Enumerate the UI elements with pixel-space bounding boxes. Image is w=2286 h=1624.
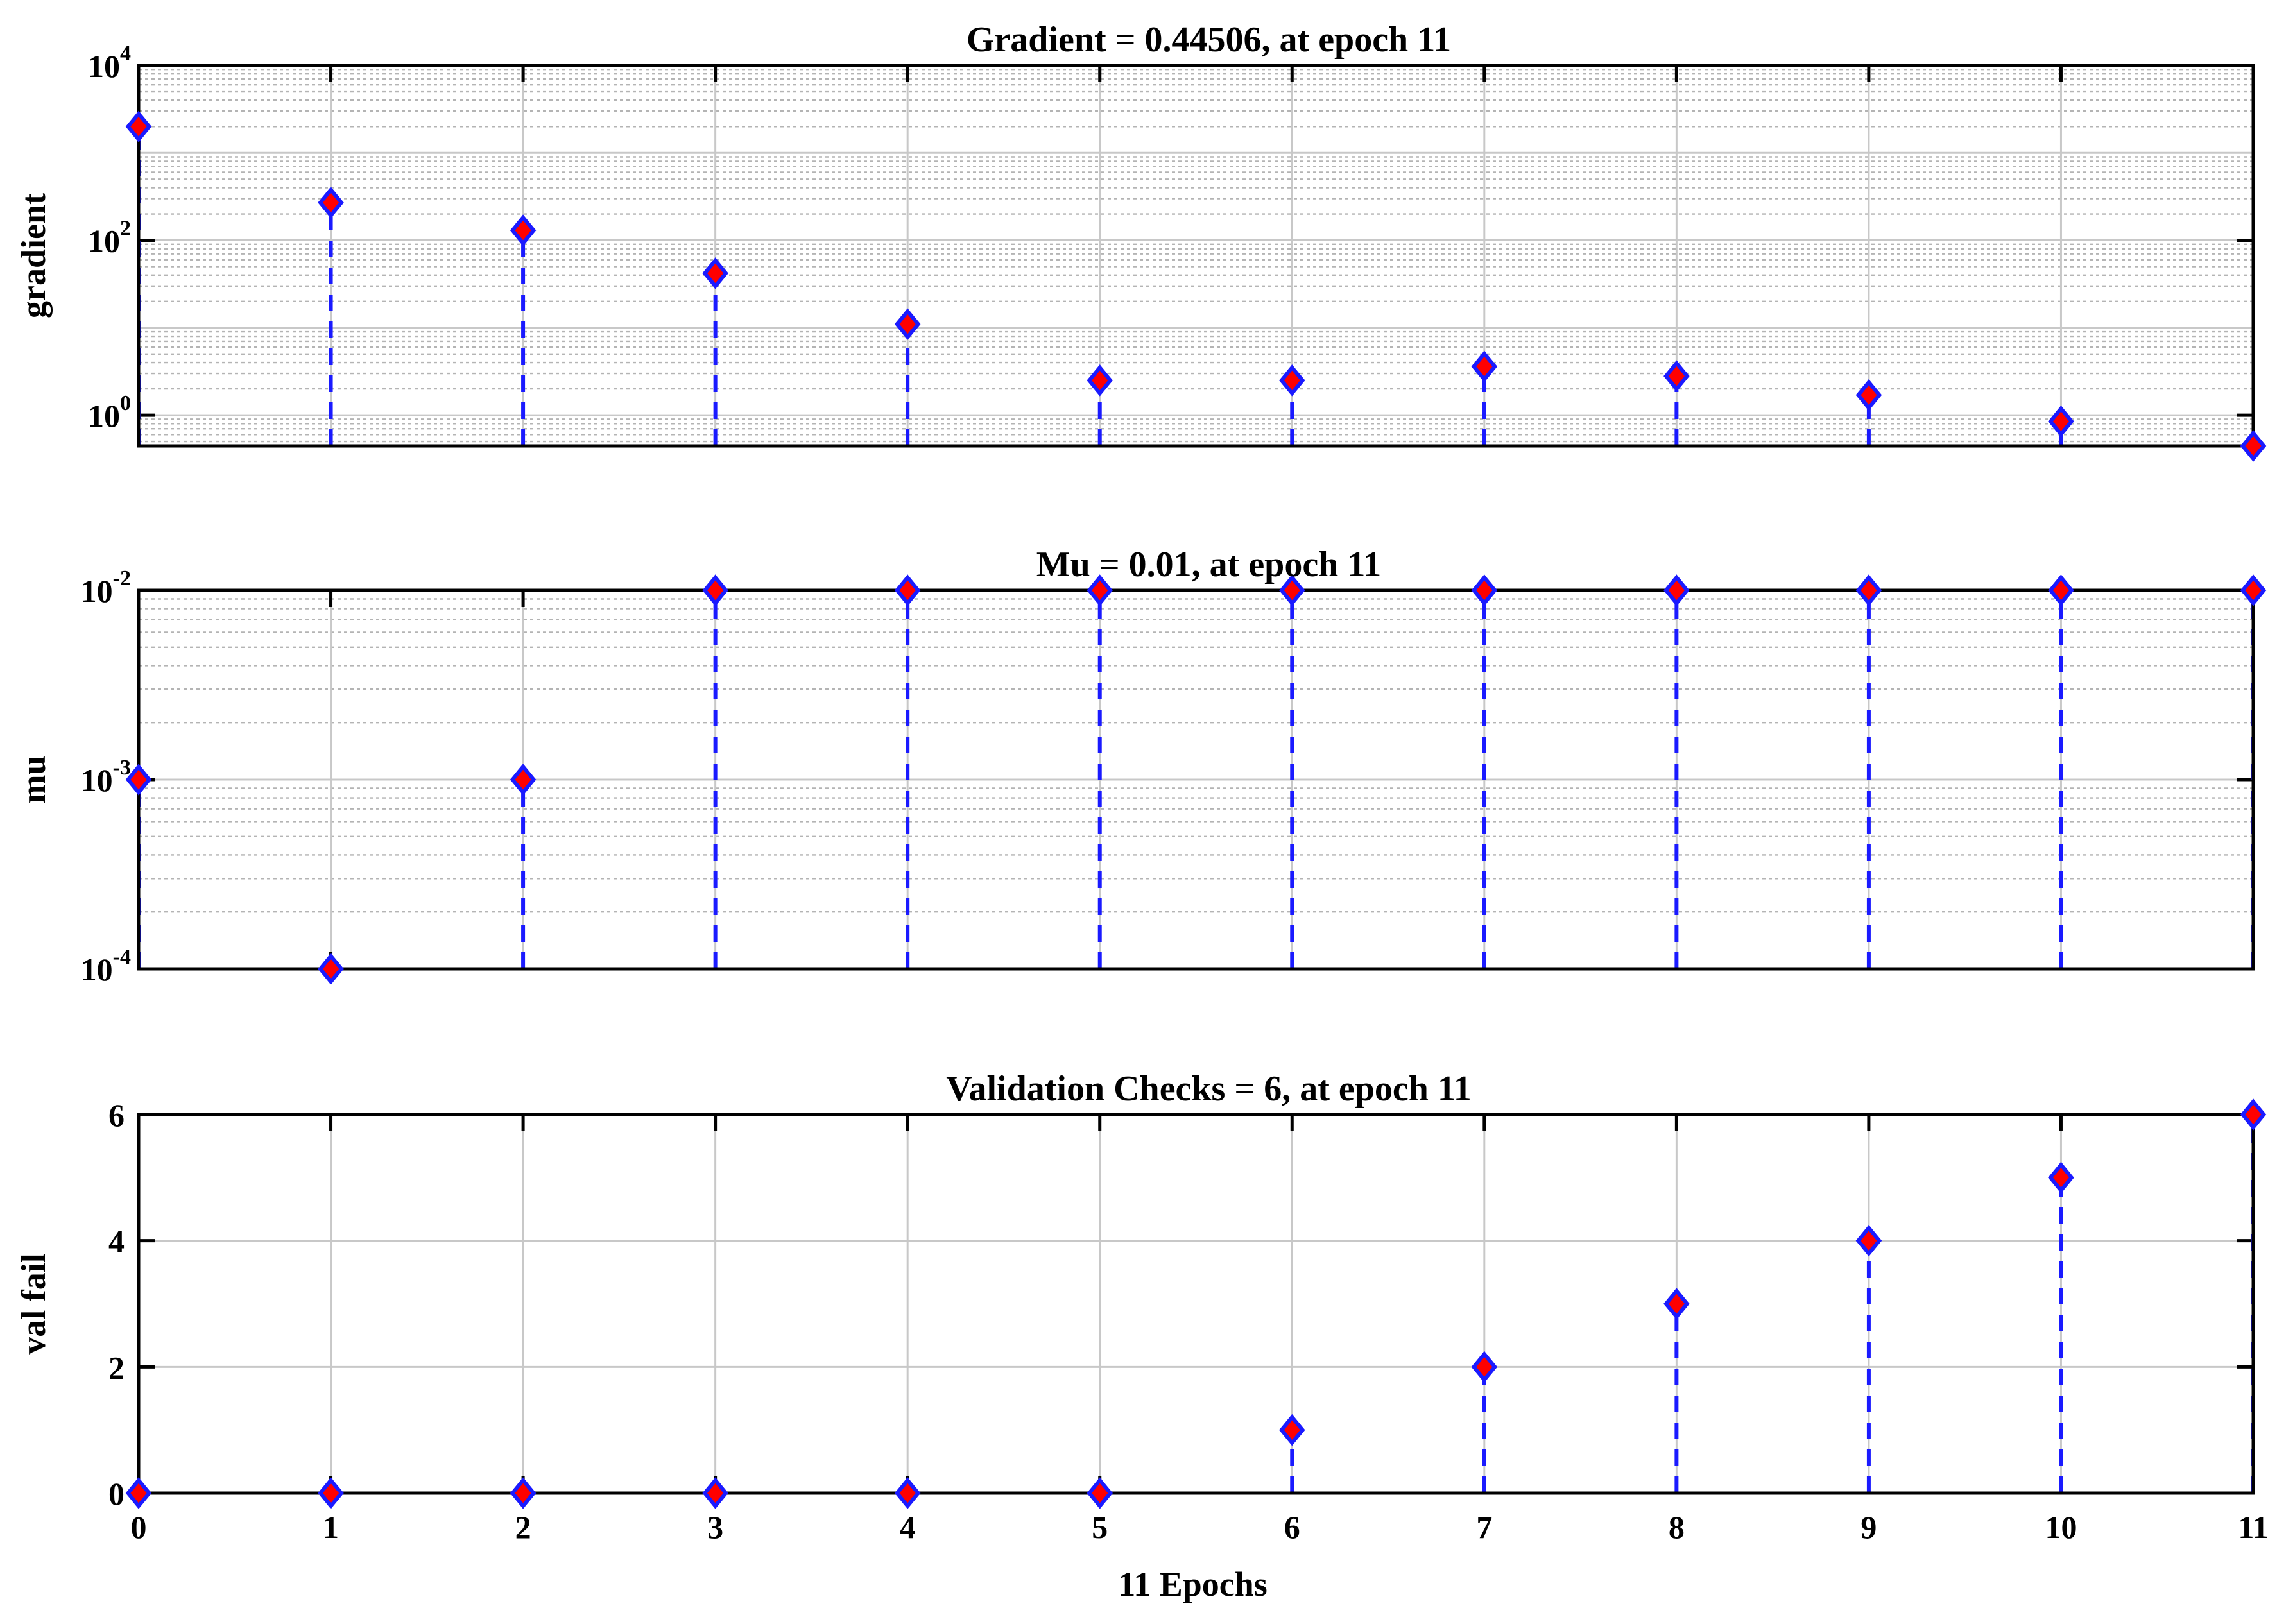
x-tick-label: 1 [323, 1509, 339, 1545]
data-point-marker [702, 257, 728, 289]
data-point-marker [2048, 574, 2074, 606]
y-tick-label: 100 [88, 391, 131, 434]
axes-frame [137, 1113, 2255, 1495]
data-point-marker [894, 308, 921, 340]
x-tick-label: 9 [1861, 1509, 1877, 1545]
data-point-marker [702, 1477, 728, 1509]
validation-checks-panel: Validation Checks = 6, at epoch 11 val fa… [14, 1069, 2269, 1603]
chart-title: Validation Checks = 6, at epoch 11 [946, 1069, 1472, 1109]
data-point-marker [1087, 1477, 1113, 1509]
data-point-marker [1471, 574, 1498, 606]
x-tick-label: 3 [707, 1509, 723, 1545]
y-tick-label: 104 [88, 42, 131, 84]
y-tick-label: 10-3 [81, 756, 131, 798]
data-point-marker [1471, 350, 1498, 383]
x-tick-label: 11 [2238, 1509, 2268, 1545]
data-point-marker [1278, 364, 1305, 397]
data-point-marker [125, 1477, 152, 1509]
data-point-marker [1278, 574, 1305, 606]
data-point-marker [2240, 1098, 2267, 1131]
plot-area [139, 1115, 2253, 1493]
x-tick-label: 4 [900, 1509, 916, 1545]
x-tick-label: 10 [2045, 1509, 2077, 1545]
data-point-marker [1087, 574, 1113, 606]
x-tick-label: 6 [1284, 1509, 1300, 1545]
data-point-marker [1663, 360, 1690, 392]
data-point-marker [2048, 405, 2074, 438]
gradient-panel: Gradient = 0.44506, at epoch 11 gradient 1… [14, 20, 2267, 462]
x-tick-label: 8 [1669, 1509, 1685, 1545]
data-point-marker [894, 1477, 921, 1509]
y-axis-label: val fail [14, 1253, 53, 1355]
y-axis-label: mu [14, 755, 53, 803]
data-point-marker [894, 574, 921, 606]
data-point-marker [1663, 574, 1690, 606]
plot-area [139, 65, 2253, 446]
data-point-marker [1855, 1224, 1882, 1257]
x-tick-label: 7 [1476, 1509, 1492, 1545]
data-point-marker [2240, 430, 2267, 462]
data-point-marker [510, 1477, 537, 1509]
y-tick-label: 4 [108, 1224, 125, 1260]
chart-title: Mu = 0.01, at epoch 11 [1036, 545, 1381, 585]
x-axis-label: 11 Epochs [1118, 1565, 1268, 1603]
x-tick-label: 0 [131, 1509, 147, 1545]
data-point-marker [1855, 574, 1882, 606]
data-point-marker [1087, 364, 1113, 397]
x-tick-label: 5 [1092, 1509, 1108, 1545]
y-tick-label: 0 [108, 1476, 125, 1512]
y-tick-label: 6 [108, 1097, 125, 1133]
chart-title: Gradient = 0.44506, at epoch 11 [967, 20, 1451, 60]
data-point-marker [510, 214, 537, 246]
axes-frame [137, 64, 2255, 448]
data-point-marker [318, 187, 344, 219]
mu-panel: Mu = 0.01, at epoch 11 mu 10-4 10-3 10-2 [14, 545, 2267, 987]
data-point-marker [125, 764, 152, 796]
data-point-marker [318, 1477, 344, 1509]
y-tick-label: 102 [88, 217, 131, 259]
data-point-marker [702, 574, 728, 606]
data-point-marker [1278, 1414, 1305, 1446]
data-point-marker [1663, 1288, 1690, 1320]
y-tick-label: 2 [108, 1349, 125, 1385]
data-point-marker [510, 764, 537, 796]
data-point-marker [125, 110, 152, 142]
data-point-marker [1855, 379, 1882, 411]
y-tick-label: 10-2 [81, 567, 131, 609]
data-point-marker [318, 953, 344, 985]
x-tick-label: 2 [515, 1509, 531, 1545]
data-point-marker [2048, 1161, 2074, 1194]
data-point-marker [1471, 1351, 1498, 1383]
y-tick-label: 10-4 [81, 945, 131, 987]
y-axis-label: gradient [14, 193, 53, 318]
data-point-marker [2240, 574, 2267, 606]
